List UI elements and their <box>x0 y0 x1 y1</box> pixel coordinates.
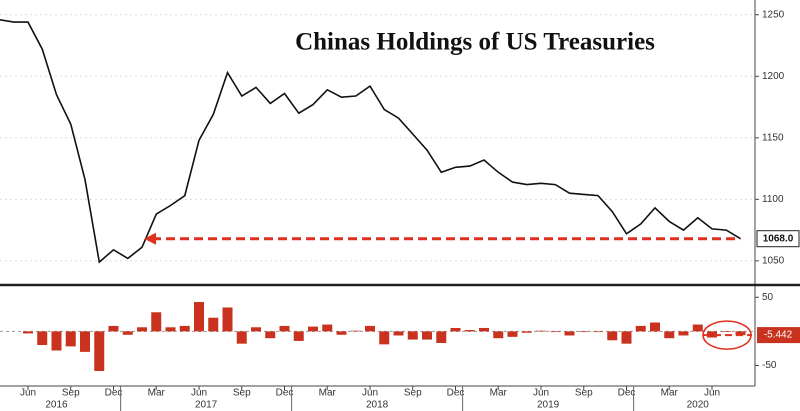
bar <box>80 331 90 352</box>
x-tick-label: Dec <box>105 388 123 399</box>
bar <box>735 331 746 336</box>
y-tick-label: 50 <box>762 292 774 303</box>
bar <box>635 325 646 332</box>
y-tick-label: 1100 <box>762 194 784 205</box>
y-tick-label: 1050 <box>762 255 785 266</box>
bar <box>650 322 660 332</box>
x-tick-label: Mar <box>319 388 337 399</box>
bar <box>137 327 147 332</box>
last-value-label: 1068.0 <box>763 233 794 244</box>
bar <box>65 331 76 347</box>
bar <box>393 331 404 336</box>
x-tick-label: Sep <box>233 388 251 399</box>
bar <box>94 331 105 371</box>
bar <box>521 331 532 333</box>
bar <box>122 331 133 335</box>
bar <box>108 325 119 332</box>
x-tick-label: Dec <box>276 388 294 399</box>
bar <box>550 331 561 333</box>
highlight-ellipse <box>702 320 752 350</box>
x-tick-label: Jun <box>191 388 207 399</box>
bar <box>322 324 333 332</box>
value-box <box>756 230 800 248</box>
bar <box>279 325 290 332</box>
x-tick-label: Dec <box>447 388 465 399</box>
bar <box>194 302 204 332</box>
x-tick-label: Mar <box>661 388 679 399</box>
y-tick-label: 1150 <box>762 132 784 143</box>
bar <box>179 325 190 332</box>
bar <box>707 331 717 338</box>
year-label: 2020 <box>687 400 710 411</box>
year-label: 2019 <box>537 400 560 411</box>
chart-title: Chinas Holdings of US Treasuries <box>295 29 655 56</box>
bar <box>365 325 375 332</box>
x-tick-label: Jun <box>362 388 378 399</box>
x-tick-label: Jun <box>20 388 36 399</box>
bar <box>678 331 689 336</box>
year-label: 2018 <box>366 400 389 411</box>
bar <box>236 331 247 344</box>
bar <box>578 331 589 333</box>
bar <box>536 330 546 332</box>
x-tick-label: Dec <box>618 388 636 399</box>
bar <box>436 331 447 343</box>
bar <box>165 327 176 332</box>
bar <box>37 331 48 346</box>
bar <box>564 331 575 336</box>
bar <box>493 331 504 339</box>
bar <box>607 331 618 341</box>
bar <box>308 326 318 332</box>
x-tick-label: Sep <box>575 388 593 399</box>
bar <box>621 331 632 344</box>
bar <box>593 331 603 333</box>
year-label: 2017 <box>195 400 218 411</box>
bar <box>479 327 489 332</box>
x-tick-label: Jun <box>704 388 720 399</box>
bar <box>692 324 703 332</box>
bar <box>407 331 418 340</box>
bar <box>23 331 33 334</box>
x-tick-label: Mar <box>490 388 508 399</box>
bar <box>251 327 261 332</box>
value-box <box>757 327 800 344</box>
bar <box>265 331 276 339</box>
x-tick-label: Sep <box>404 388 422 399</box>
holdings-line <box>0 18 741 264</box>
bar <box>222 307 233 332</box>
bar <box>350 330 361 332</box>
y-tick-label: 1200 <box>762 71 785 82</box>
y-tick-label: -50 <box>762 360 777 371</box>
bar <box>422 331 432 340</box>
bar <box>151 312 162 332</box>
last-change-label: -5.442 <box>764 330 793 341</box>
bar <box>721 331 732 333</box>
y-tick-label: 1250 <box>762 9 785 20</box>
bar <box>293 331 304 341</box>
bar <box>379 331 390 345</box>
year-label: 2016 <box>45 400 68 411</box>
bar <box>664 331 675 339</box>
x-tick-label: Jun <box>533 388 549 399</box>
bar <box>450 327 461 332</box>
bar <box>507 331 518 337</box>
x-tick-label: Sep <box>62 388 80 399</box>
bar <box>51 331 62 351</box>
bar <box>464 330 475 332</box>
bar <box>208 317 219 332</box>
bar <box>336 331 347 335</box>
x-tick-label: Mar <box>148 388 166 399</box>
arrow-head <box>144 232 156 245</box>
